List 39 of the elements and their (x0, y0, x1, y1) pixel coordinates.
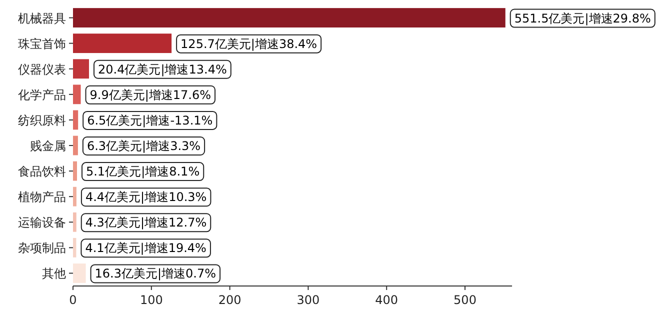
bar (73, 8, 506, 28)
data-label: 4.3亿美元|增速12.7% (85, 216, 207, 230)
bar (73, 110, 78, 130)
x-tick-label: 100 (140, 293, 163, 307)
y-tick-label: 运输设备 (18, 216, 66, 230)
data-label: 4.4亿美元|增速10.3% (85, 190, 207, 204)
y-tick-label: 机械器具 (18, 11, 66, 26)
data-label: 6.3亿美元|增速3.3% (86, 139, 201, 153)
data-label: 125.7亿美元|增速38.4% (180, 36, 318, 51)
bar (73, 59, 89, 79)
x-tick-label: 400 (375, 293, 398, 307)
x-tick-label: 500 (454, 293, 476, 307)
y-tick-label: 植物产品 (18, 190, 66, 204)
y-tick-label: 纺织原料 (18, 113, 66, 128)
data-label: 20.4亿美元|增速13.4% (98, 62, 227, 76)
y-tick-label: 其他 (42, 266, 66, 281)
data-label: 551.5亿美元|增速29.8% (514, 11, 651, 26)
data-label: 4.1亿美元|增速19.4% (85, 241, 206, 256)
y-tick-label: 化学产品 (18, 88, 66, 102)
x-tick-label: 0 (69, 293, 77, 307)
x-tick-label: 300 (296, 293, 320, 307)
bar (73, 161, 77, 181)
bar (73, 212, 76, 232)
data-label: 6.5亿美元|增速-13.1% (87, 113, 213, 128)
y-tick-label: 仪器仪表 (18, 62, 66, 76)
y-tick-label: 贱金属 (30, 139, 66, 153)
x-tick-label: 200 (218, 293, 242, 307)
data-label: 9.9亿美元|增速17.6% (90, 88, 212, 102)
bar (73, 34, 172, 54)
bar (73, 84, 81, 104)
bar (73, 264, 86, 283)
bar (73, 238, 76, 258)
data-label: 5.1亿美元|增速8.1% (86, 164, 200, 179)
bar (73, 186, 76, 206)
bar (73, 136, 78, 156)
y-tick-label: 珠宝首饰 (18, 36, 66, 51)
data-label: 16.3亿美元|增速0.7% (94, 266, 216, 281)
y-tick-label: 食品饮料 (18, 164, 66, 179)
y-tick-label: 杂项制品 (18, 241, 66, 256)
